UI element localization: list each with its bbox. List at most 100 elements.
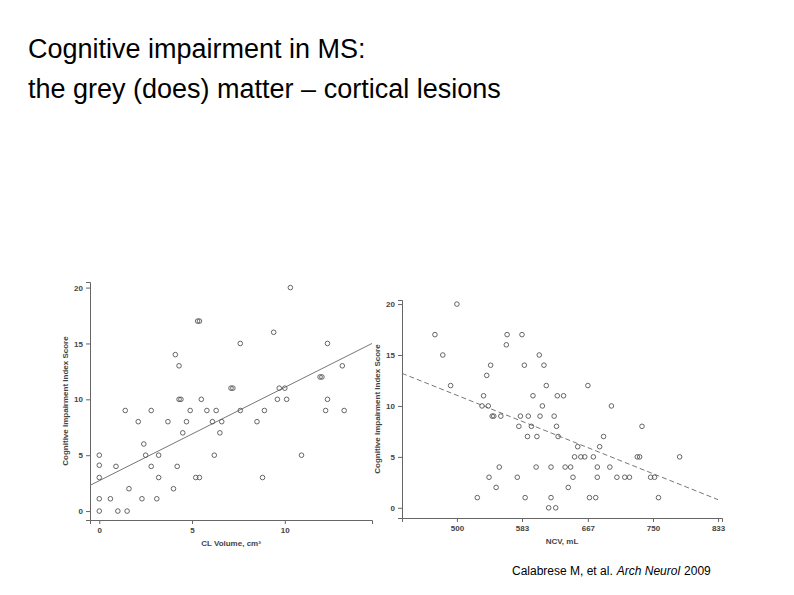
data-point [140, 496, 145, 501]
data-point [566, 485, 571, 490]
data-point [640, 424, 645, 429]
data-point [238, 341, 243, 346]
data-point [627, 475, 632, 480]
y-tick: 0 [79, 507, 90, 516]
data-point [529, 424, 534, 429]
data-point [262, 408, 267, 413]
data-point [320, 375, 325, 380]
data-point [615, 475, 620, 480]
data-point [488, 363, 493, 368]
data-point [572, 455, 577, 460]
data-point [197, 475, 202, 480]
y-axis-title: Cognitive Impairment Index Score [373, 344, 382, 474]
data-point [177, 364, 182, 369]
y-tick-mark [86, 288, 90, 289]
data-point [537, 353, 542, 358]
data-point [149, 408, 154, 413]
data-point [97, 496, 102, 501]
data-point [97, 475, 102, 480]
data-point [97, 453, 102, 458]
data-point [114, 464, 119, 469]
y-tick-label: 5 [391, 453, 396, 462]
y-tick: 15 [74, 340, 90, 349]
y-axis-line [86, 283, 91, 521]
data-point [568, 465, 573, 470]
data-point [531, 393, 536, 398]
x-tick: 833 [712, 518, 726, 533]
data-point [271, 330, 276, 335]
data-point [504, 343, 509, 348]
data-point [535, 434, 540, 439]
x-tick-mark [285, 520, 286, 524]
x-tick: 5 [190, 520, 195, 535]
x-tick-mark [192, 520, 193, 524]
data-point [156, 475, 161, 480]
data-point [549, 465, 554, 470]
y-axis-line [398, 301, 403, 519]
y-tick-label: 0 [391, 504, 396, 513]
data-point [136, 419, 141, 424]
data-point [340, 364, 345, 369]
citation-authors: Calabrese M, et al. [512, 564, 613, 578]
y-tick-label: 15 [386, 351, 395, 360]
y-axis-title: Cognitive Impairment Index Score [61, 336, 70, 466]
x-tick-label: 5 [190, 526, 195, 535]
data-point [486, 404, 491, 409]
data-point [197, 319, 202, 324]
data-point [595, 475, 600, 480]
data-point [475, 495, 480, 500]
data-point [593, 495, 598, 500]
y-tick: 20 [74, 284, 90, 293]
data-point [637, 455, 642, 460]
data-point [487, 475, 492, 480]
x-tick-label: 10 [281, 526, 290, 535]
data-point [575, 444, 580, 449]
data-point [255, 419, 260, 424]
data-point [116, 509, 121, 514]
plot-area [402, 302, 718, 510]
data-point [171, 486, 176, 491]
data-point [212, 453, 217, 458]
x-axis-line [91, 521, 373, 525]
y-tick-label: 10 [386, 402, 395, 411]
slide: Cognitive impairment in MS:the grey (doe… [0, 0, 794, 595]
data-point [525, 434, 530, 439]
data-point [260, 475, 265, 480]
data-point [455, 302, 460, 307]
x-axis-line [403, 519, 723, 523]
data-point [522, 363, 527, 368]
plot-area [90, 285, 372, 513]
slide-title: Cognitive impairment in MS: [28, 34, 366, 64]
y-tick-label: 15 [74, 340, 83, 349]
data-point [97, 463, 102, 468]
trend-line [402, 373, 718, 499]
y-tick-mark [86, 455, 90, 456]
x-axis: 0510 [91, 520, 373, 535]
x-tick-mark [522, 518, 523, 522]
data-point [517, 424, 522, 429]
data-point [484, 373, 489, 378]
y-tick: 5 [79, 451, 90, 460]
data-point [587, 495, 592, 500]
data-point [515, 475, 520, 480]
data-point [608, 465, 613, 470]
citation-journal: Arch Neurol [616, 564, 681, 578]
y-tick-mark [398, 304, 402, 305]
data-point [540, 404, 545, 409]
data-point [534, 465, 539, 470]
data-point [542, 363, 547, 368]
data-point [481, 393, 486, 398]
x-tick-label: 583 [516, 524, 530, 533]
data-point [656, 495, 661, 500]
x-tick-label: 667 [582, 524, 596, 533]
data-point [556, 434, 561, 439]
y-tick: 10 [74, 395, 90, 404]
data-point [497, 465, 502, 470]
x-tick-label: 833 [712, 524, 726, 533]
data-point [538, 414, 543, 419]
y-tick: 5 [391, 453, 402, 462]
data-point [591, 455, 596, 460]
data-point [652, 475, 657, 480]
data-point [127, 486, 132, 491]
y-tick-mark [398, 457, 402, 458]
